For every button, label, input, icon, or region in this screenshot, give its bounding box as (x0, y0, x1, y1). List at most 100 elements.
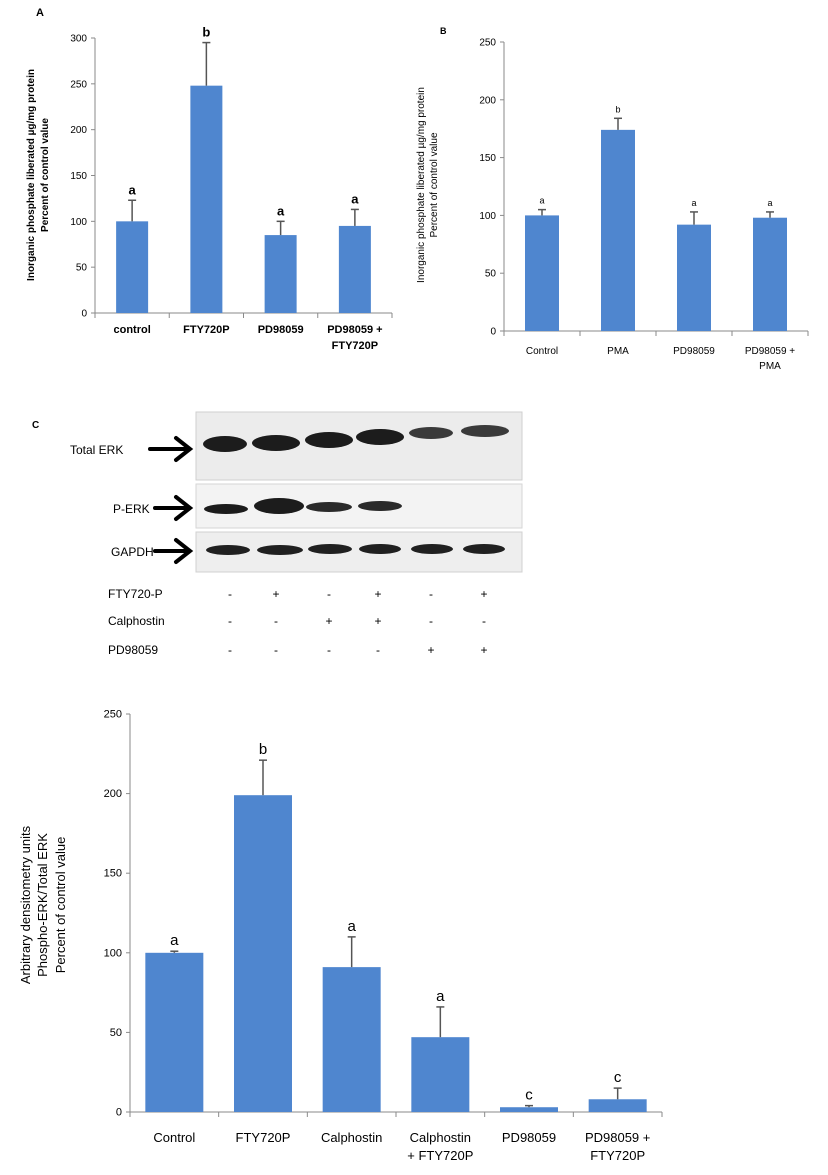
y-tick-label: 250 (479, 38, 496, 49)
significance-label: a (129, 182, 137, 197)
y-tick-label: 300 (70, 34, 87, 45)
significance-label: a (347, 918, 356, 935)
category-label-line: FTY720P (236, 1130, 291, 1145)
y-tick-label: 200 (479, 95, 496, 106)
treatment-sign: - (376, 643, 380, 657)
category-label-line: Control (526, 346, 558, 357)
bar-3 (322, 967, 381, 1112)
bar-2 (601, 129, 635, 331)
arrow-icon (153, 495, 194, 521)
significance-label: c (525, 1087, 533, 1104)
category-label: Calphostin + FTY720P (407, 1130, 473, 1163)
band (358, 501, 402, 511)
band (356, 429, 404, 445)
treatment-sign: - (429, 587, 433, 601)
treatment-sign: - (429, 614, 433, 628)
y-tick-label: 0 (116, 1107, 122, 1119)
category-label-line: Calphostin (321, 1130, 382, 1145)
y-axis-label: Inorganic phosphate liberated µg/mg prot… (416, 87, 427, 283)
category-label: PD98059 (673, 346, 715, 357)
y-tick-label: 50 (485, 269, 497, 280)
category-label: PD98059 + FTY720P (327, 324, 382, 352)
y-axis-label: Arbitrary densitometry units (18, 825, 33, 984)
significance-label: a (277, 203, 285, 218)
significance-label: a (691, 198, 696, 208)
bands-total-erk (203, 425, 509, 452)
category-label: PD98059 (502, 1130, 556, 1145)
bar-2 (234, 795, 292, 1112)
treatment-sign: - (327, 643, 331, 657)
treatment-name: Calphostin (108, 614, 165, 628)
treatment-sign: - (228, 587, 232, 601)
significance-label: b (615, 104, 620, 114)
band (254, 498, 304, 514)
panel-label-a: A (36, 7, 44, 19)
panel-label-c: C (32, 420, 39, 431)
category-label-line: PMA (607, 346, 629, 357)
bar-6 (588, 1099, 647, 1112)
y-tick-label: 250 (104, 709, 122, 721)
category-label-line: PD98059 (258, 324, 304, 336)
significance-label: a (436, 988, 445, 1005)
y-tick-label: 150 (70, 171, 87, 182)
treatment-sign: + (325, 614, 332, 628)
significance-label: a (539, 196, 544, 206)
treatment-name: PD98059 (108, 643, 158, 657)
y-tick-label: 0 (490, 327, 496, 338)
treatment-sign: - (482, 614, 486, 628)
treatment-name: FTY720-P (108, 587, 163, 601)
y-tick-label: 100 (70, 217, 87, 228)
treatment-sign: + (427, 643, 434, 657)
treatment-sign: + (272, 587, 279, 601)
category-label: FTY720P (236, 1130, 291, 1145)
band (252, 435, 300, 451)
y-tick-label: 150 (104, 868, 122, 880)
category-label-line: PMA (759, 361, 781, 372)
bar-4 (338, 225, 371, 313)
treatment-sign: - (327, 587, 331, 601)
treatment-sign: + (374, 587, 381, 601)
y-tick-label: 100 (479, 211, 496, 222)
y-axis-label: Inorganic phosphate liberated µg/mg prot… (26, 69, 37, 281)
arrow-icon (148, 436, 194, 462)
category-label-line: PD98059 + (745, 346, 795, 357)
category-label: Calphostin (321, 1130, 382, 1145)
category-label-line: PD98059 + (327, 324, 382, 336)
category-label-line: FTY720P (332, 340, 378, 352)
blot-strip-total-erk (195, 411, 523, 481)
y-tick-label: 50 (76, 263, 88, 274)
significance-label: b (259, 741, 267, 758)
band (308, 544, 352, 554)
blot-label-gapdh: GAPDH (111, 545, 154, 559)
panel-label-b: B (440, 26, 447, 36)
category-label-line: Control (153, 1130, 195, 1145)
category-label: PMA (607, 346, 629, 357)
treatment-table: FTY720-P - + - + - + Calphostin - - + + - - PD98059 - - -… (108, 587, 488, 657)
y-tick-label: 250 (70, 79, 87, 90)
y-tick-label: 100 (104, 947, 122, 959)
category-label: PD98059 + PMA (745, 346, 795, 372)
category-label-line: PD98059 (502, 1130, 556, 1145)
band (257, 545, 303, 555)
significance-label: c (614, 1069, 622, 1086)
y-tick-label: 0 (81, 309, 87, 320)
category-label-line: FTY720P (590, 1148, 645, 1163)
blot-label-p-erk: P-ERK (113, 502, 150, 516)
treatment-sign: + (480, 643, 487, 657)
significance-label: a (351, 191, 359, 206)
category-label: FTY720P (183, 324, 229, 336)
band (359, 544, 401, 554)
category-label-line: FTY720P (183, 324, 229, 336)
category-label: control (113, 324, 150, 336)
category-label-line: PD98059 + (585, 1130, 650, 1145)
category-label-line: PD98059 (673, 346, 715, 357)
category-label: PD98059 (258, 324, 304, 336)
y-axis-label: Phospho-ERK/Total ERK (35, 833, 50, 977)
band (463, 544, 505, 554)
bar-1 (116, 221, 149, 313)
blot-label-total-erk: Total ERK (70, 443, 123, 457)
band (411, 544, 453, 554)
y-axis-label: Percent of control value (429, 132, 440, 237)
treatment-sign: + (374, 614, 381, 628)
